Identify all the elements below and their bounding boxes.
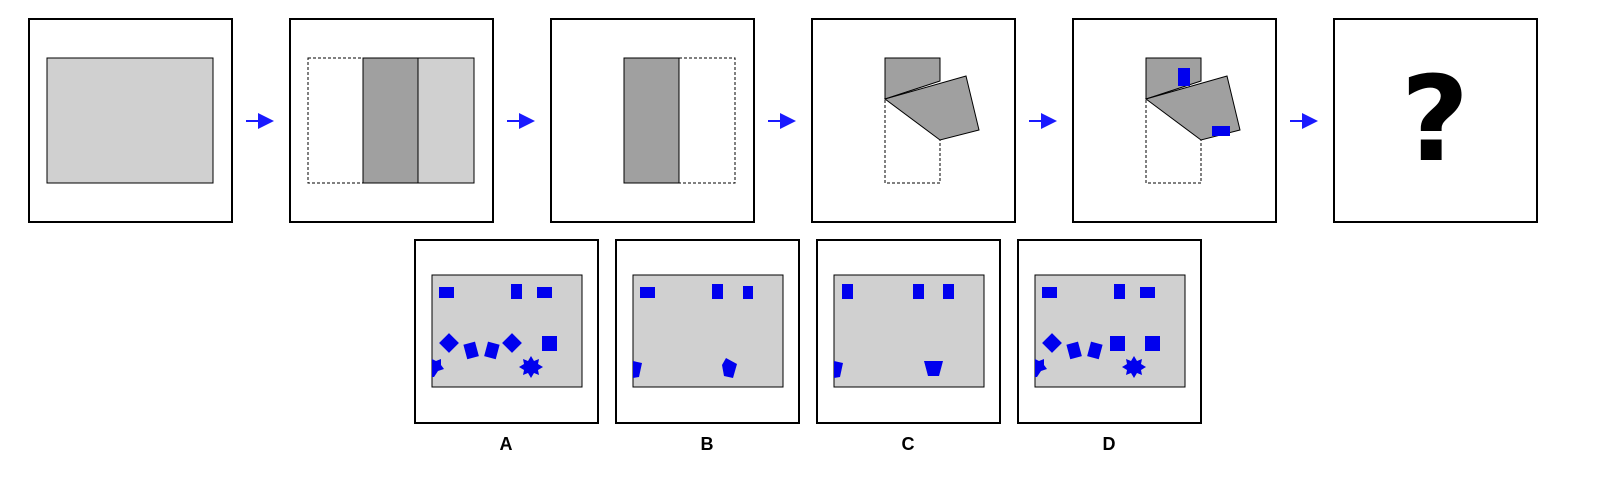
paper-sheet: [46, 57, 214, 184]
punch-hole: [1178, 68, 1190, 86]
option-c[interactable]: C: [816, 239, 1001, 454]
hole: [640, 287, 655, 298]
step-6-panel: ?: [1333, 18, 1538, 223]
step-2-panel: [289, 18, 494, 223]
hole: [722, 358, 737, 378]
option-b[interactable]: B: [615, 239, 800, 454]
option-a[interactable]: A: [414, 239, 599, 454]
hole: [502, 333, 522, 353]
option-label: C: [902, 434, 915, 454]
hole: [712, 284, 723, 299]
hole: [439, 287, 454, 298]
hole: [842, 284, 853, 299]
hole: [537, 287, 552, 298]
step-5-panel: [1072, 18, 1277, 223]
hole: [1087, 341, 1103, 360]
hole: [1114, 284, 1125, 299]
step-1-panel: [28, 18, 233, 223]
hole: [439, 333, 459, 353]
hole: [1066, 341, 1082, 360]
step-3-panel: [550, 18, 755, 223]
option-label: B: [701, 434, 714, 454]
hole: [633, 361, 642, 378]
hole: [1042, 287, 1057, 298]
hole: [913, 284, 924, 299]
hole: [1042, 333, 1062, 353]
option-label: D: [1103, 434, 1116, 454]
hole: [511, 284, 522, 299]
option-d[interactable]: D: [1017, 239, 1202, 454]
step-4-panel: [811, 18, 1016, 223]
option-label: A: [500, 434, 513, 454]
hole: [943, 284, 954, 299]
punch-hole: [1212, 126, 1230, 136]
question-mark: ?: [1401, 50, 1469, 188]
hole: [542, 336, 557, 351]
hole: [1145, 336, 1160, 351]
hole: [834, 361, 843, 378]
hole: [432, 359, 444, 377]
hole: [1122, 356, 1146, 378]
hole: [1140, 287, 1155, 298]
hole: [1110, 336, 1125, 351]
hole: [484, 341, 500, 360]
hole: [463, 341, 479, 360]
hole: [743, 286, 753, 299]
hole: [1035, 359, 1047, 377]
hole: [519, 356, 543, 378]
hole: [924, 361, 943, 376]
